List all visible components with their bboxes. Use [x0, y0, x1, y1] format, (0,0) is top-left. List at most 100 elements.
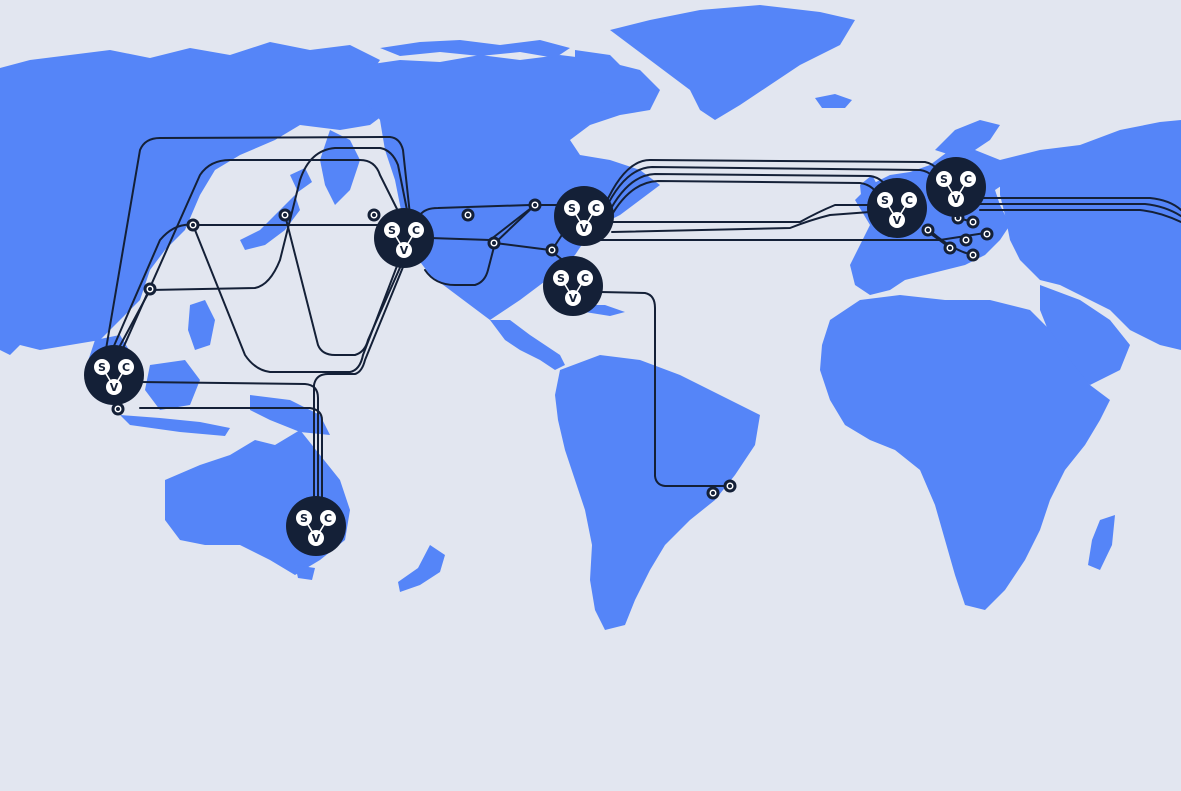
- hub-letter-circle: [106, 379, 122, 395]
- hub-southeast-asia[interactable]: S CV: [84, 345, 144, 405]
- land-iceland: [815, 94, 852, 108]
- hub-letter: S: [557, 272, 565, 285]
- land-baffin: [575, 50, 630, 95]
- network-node[interactable]: [966, 215, 980, 229]
- network-node[interactable]: [980, 227, 994, 241]
- land-arabia: [1040, 285, 1130, 385]
- route: [424, 242, 576, 286]
- hub-letter: C: [581, 272, 589, 285]
- network-node[interactable]: [706, 486, 720, 500]
- hub-letter-circle: [308, 530, 324, 546]
- route: [313, 244, 413, 501]
- network-node[interactable]: [143, 282, 157, 296]
- scv-network-badge-icon: [543, 256, 603, 316]
- network-node[interactable]: [111, 402, 125, 416]
- hub-letter-circle: [118, 359, 134, 375]
- hub-letter: C: [592, 202, 600, 215]
- land-new-zealand: [398, 545, 445, 592]
- land-asia-east: [1000, 120, 1181, 350]
- hub-letter-circle: [901, 192, 917, 208]
- hub-letter: S: [300, 512, 308, 525]
- hub-letter-circle: [384, 222, 400, 238]
- network-node[interactable]: [186, 218, 200, 232]
- land-greenland: [610, 5, 855, 120]
- network-node[interactable]: [278, 208, 292, 222]
- hub-letter-circle: [877, 192, 893, 208]
- hub-letter-circle: [408, 222, 424, 238]
- land-south-america: [555, 355, 760, 630]
- hub-letter-circle: [576, 220, 592, 236]
- hub-letter: S: [940, 173, 948, 186]
- hub-letter: S: [881, 194, 889, 207]
- hub-letter: S: [388, 224, 396, 237]
- land-asia-west: [0, 42, 420, 355]
- hub-europe-central[interactable]: S CV: [926, 157, 986, 217]
- network-node[interactable]: [966, 248, 980, 262]
- network-nodes: [111, 198, 994, 500]
- scv-network-badge-icon: [286, 496, 346, 556]
- network-node[interactable]: [723, 479, 737, 493]
- network-node[interactable]: [528, 198, 542, 212]
- land-tasmania: [295, 565, 315, 580]
- route: [494, 204, 536, 244]
- route: [611, 204, 871, 223]
- hub-letter: C: [905, 194, 913, 207]
- hub-letter-circle: [296, 510, 312, 526]
- network-node[interactable]: [367, 208, 381, 222]
- hub-letter-circle: [553, 270, 569, 286]
- hub-letter: V: [312, 532, 321, 545]
- network-node[interactable]: [943, 241, 957, 255]
- network-node[interactable]: [461, 208, 475, 222]
- hub-letter-circle: [889, 212, 905, 228]
- network-node[interactable]: [921, 223, 935, 237]
- land-java: [120, 415, 230, 436]
- hub-letter: C: [412, 224, 420, 237]
- network-node[interactable]: [545, 243, 559, 257]
- hub-us-east[interactable]: S CV: [554, 186, 614, 246]
- hub-letter: V: [400, 244, 409, 257]
- land-north-america: [365, 55, 660, 320]
- land-arctic-islands: [380, 40, 570, 58]
- hub-us-west[interactable]: S CV: [374, 208, 434, 268]
- land-masses: [0, 5, 1181, 630]
- land-philippines: [188, 300, 215, 350]
- hub-letter-circle: [320, 510, 336, 526]
- hub-letter-circle: [936, 171, 952, 187]
- hub-letter: V: [110, 381, 119, 394]
- hub-letter: V: [569, 292, 578, 305]
- hub-letter-circle: [960, 171, 976, 187]
- scv-network-badge-icon: [554, 186, 614, 246]
- hub-letter-circle: [948, 191, 964, 207]
- hub-letter-circle: [588, 200, 604, 216]
- hub-letter-circle: [577, 270, 593, 286]
- hub-letter: C: [324, 512, 332, 525]
- hub-letter: V: [580, 222, 589, 235]
- route: [611, 211, 871, 233]
- hub-europe-west[interactable]: S CV: [867, 178, 927, 238]
- land-borneo: [145, 360, 200, 410]
- route: [979, 203, 1181, 217]
- route: [429, 204, 571, 241]
- scv-network-badge-icon: [84, 345, 144, 405]
- hub-letter: V: [893, 214, 902, 227]
- scv-network-badge-icon: [374, 208, 434, 268]
- network-hubs: S CV S CV S CV S CV S CV S CV S CV: [84, 157, 986, 556]
- hub-letter-circle: [94, 359, 110, 375]
- hub-letter-circle: [564, 200, 580, 216]
- route: [599, 291, 731, 487]
- hub-letter: S: [568, 202, 576, 215]
- route: [284, 214, 411, 356]
- route: [979, 197, 1181, 211]
- land-scandinavia: [935, 120, 1000, 158]
- land-madagascar: [1088, 515, 1115, 570]
- hub-australia[interactable]: S CV: [286, 496, 346, 556]
- route: [104, 136, 411, 356]
- hub-letter: C: [964, 173, 972, 186]
- scv-network-badge-icon: [867, 178, 927, 238]
- network-node[interactable]: [959, 233, 973, 247]
- scv-network-badge-icon: [926, 157, 986, 217]
- route: [139, 407, 323, 501]
- route: [979, 209, 1181, 223]
- network-node[interactable]: [487, 236, 501, 250]
- hub-us-south[interactable]: S CV: [543, 256, 603, 316]
